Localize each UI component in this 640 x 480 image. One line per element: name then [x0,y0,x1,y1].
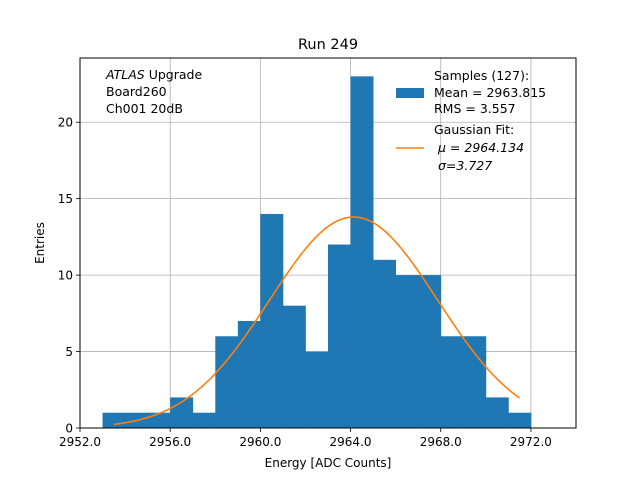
y-axis-ticks: 0 5 10 15 20 [58,116,80,436]
plot-frame [79,57,577,429]
legend-fit-mu: μ = 2964.134 [437,140,524,155]
histogram-bar-10 [328,244,351,428]
histogram-bar-16 [463,336,487,428]
annotation-channel: Ch001 20dB [106,101,183,116]
chart-title: Run 249 [298,37,358,53]
histogram-bar-18 [508,412,532,428]
histogram-bar-2 [147,412,171,428]
y-tick-label-2: 10 [58,269,73,283]
y-tick-label-4: 20 [58,116,73,130]
legend-samples-swatch [396,88,424,98]
legend-fit-sigma: σ=3.727 [438,158,492,173]
histogram-bar-11 [350,76,374,428]
annotation-atlas: ATLAS [105,67,145,82]
y-axis-label: Entries [33,222,47,264]
histogram-bar-14 [418,275,442,428]
histogram-bar-9 [305,351,329,428]
y-tick-label-0: 0 [65,422,73,436]
legend-fit-title: Gaussian Fit: [434,122,514,137]
histogram-bar-8 [282,305,306,428]
atlas-annotation: ATLAS Upgrade Board260 Ch001 20dB [105,67,202,116]
x-axis-ticks: 2952.0 2956.0 2960.0 2964.0 2968.0 2972.0 [59,428,552,449]
histogram-bar-17 [485,397,509,428]
histogram-bar-5 [215,336,239,428]
legend: Samples (127): Mean = 2963.815 RMS = 3.5… [396,68,546,173]
histogram-bar-13 [395,275,419,428]
x-tick-label-4: 2968.0 [420,435,462,449]
histogram-bar-6 [237,320,261,428]
y-tick-label-3: 15 [58,192,73,206]
legend-samples-rms: RMS = 3.557 [434,101,516,116]
legend-samples-mean: Mean = 2963.815 [434,85,546,100]
x-tick-label-5: 2972.0 [510,435,552,449]
histogram-bars [102,76,532,428]
y-tick-label-1: 5 [65,345,73,359]
annotation-upgrade: Upgrade [145,67,203,82]
histogram-bar-7 [260,213,284,428]
histogram-bar-4 [192,412,216,428]
x-axis-label: Energy [ADC Counts] [265,456,392,470]
histogram-bar-12 [373,259,397,428]
histogram-bar-0 [102,412,126,428]
annotation-board: Board260 [106,84,167,99]
histogram-bar-15 [440,336,464,428]
x-tick-label-1: 2956.0 [149,435,191,449]
x-tick-label-3: 2964.0 [330,435,372,449]
legend-samples-title: Samples (127): [434,68,529,83]
annotation-line-1: ATLAS Upgrade [105,67,202,82]
x-tick-label-2: 2960.0 [239,435,281,449]
gaussian-fit-curve [113,216,521,426]
x-tick-label-0: 2952.0 [59,435,101,449]
